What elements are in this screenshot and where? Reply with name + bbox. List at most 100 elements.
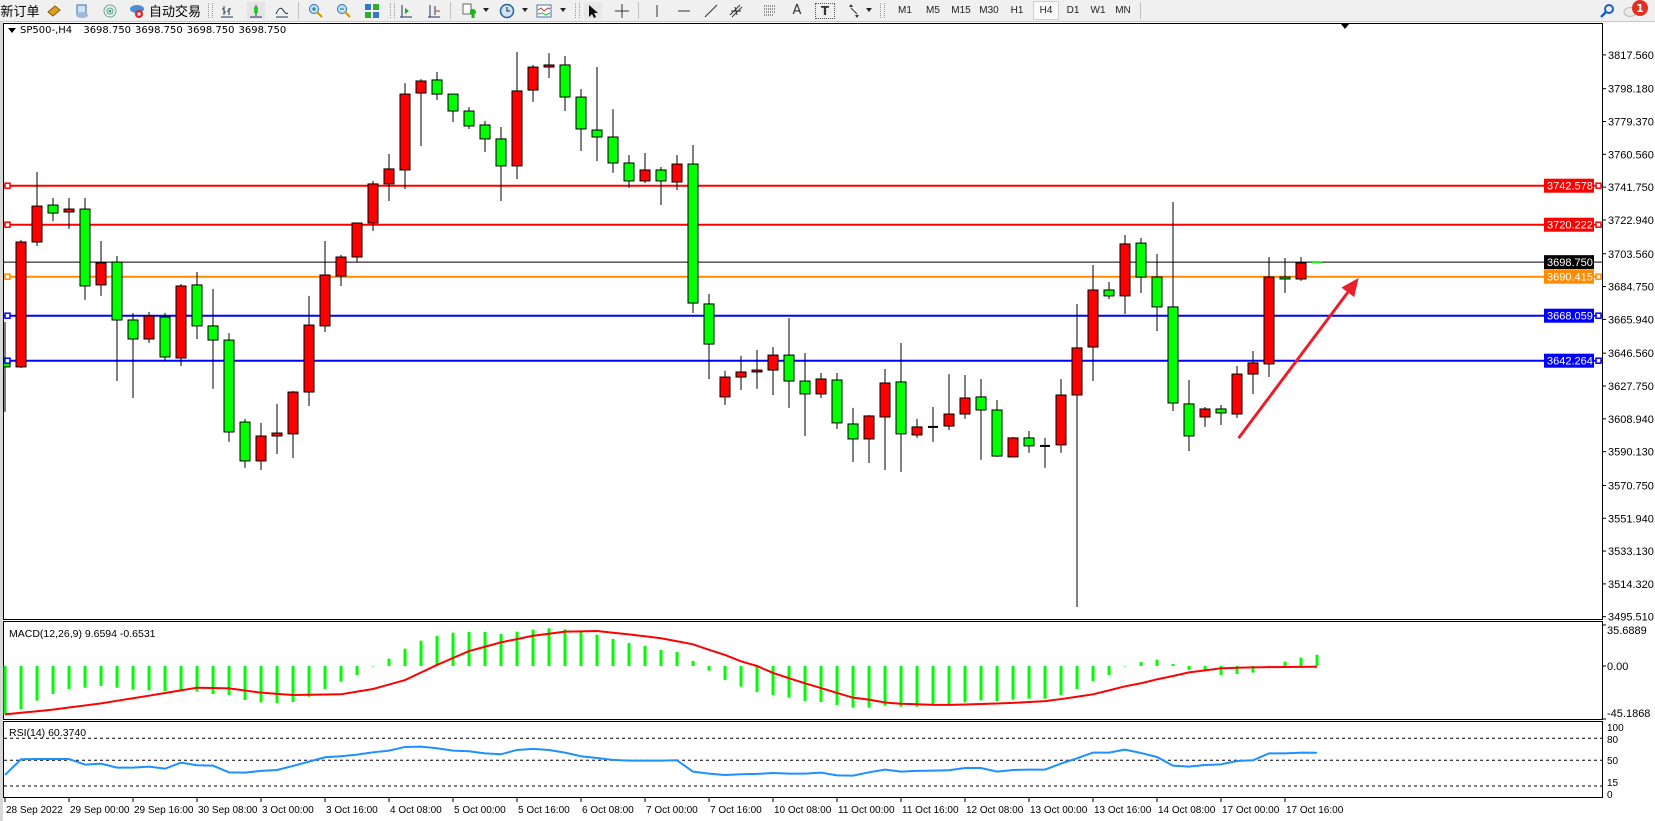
timeframe-m5[interactable]: M5 <box>926 5 940 16</box>
level-anchor-left[interactable] <box>4 312 11 319</box>
macd-histogram-bar <box>643 646 647 666</box>
vertical-line-icon[interactable] <box>648 2 666 19</box>
macd-histogram-bar <box>627 643 631 666</box>
level-anchor-left[interactable] <box>4 273 11 280</box>
arrow-annotation[interactable] <box>1237 277 1359 439</box>
toolbar-grip[interactable] <box>575 3 580 18</box>
arrows-dropdown[interactable] <box>866 8 872 12</box>
toolbar-grip[interactable] <box>880 3 885 18</box>
notification-badge[interactable]: 1 <box>1632 0 1648 16</box>
candle <box>543 53 555 79</box>
level-price-tag <box>1544 308 1594 323</box>
candle-body <box>719 376 731 398</box>
templates-dropdown[interactable] <box>560 8 566 12</box>
text-label-icon[interactable]: T <box>815 3 835 19</box>
timeframe-m15[interactable]: M15 <box>951 5 971 16</box>
crosshair-icon[interactable] <box>613 2 631 19</box>
time-axis-label: 10 Oct 08:00 <box>774 805 832 816</box>
level-price-label: 3668.059 <box>1547 311 1593 323</box>
macd-histogram-bar <box>131 666 135 690</box>
zoom-in-icon[interactable] <box>307 2 325 19</box>
level-anchor-right[interactable] <box>1595 221 1602 228</box>
horizontal-line-icon[interactable] <box>675 2 693 19</box>
chart-shift-icon[interactable] <box>425 2 443 19</box>
zoom-out-icon[interactable] <box>335 2 353 19</box>
chart-shift-marker[interactable] <box>1341 24 1349 29</box>
timeframe-m1[interactable]: M1 <box>898 5 912 16</box>
candle <box>319 240 331 333</box>
bar-chart-icon[interactable] <box>218 2 236 19</box>
level-anchor-right[interactable] <box>1595 357 1602 364</box>
macd-histogram-bar <box>1107 666 1111 676</box>
macd-histogram-bar <box>195 666 199 692</box>
candle <box>335 254 347 286</box>
candle <box>255 422 267 471</box>
cursor-icon[interactable] <box>584 2 602 19</box>
candle-body <box>191 284 203 327</box>
candle-body <box>1135 242 1147 278</box>
timeframe-d1[interactable]: D1 <box>1066 5 1080 16</box>
candle <box>751 349 763 389</box>
candle-body <box>159 316 171 358</box>
candle <box>95 240 107 296</box>
timeframe-mn[interactable]: MN <box>1115 5 1131 16</box>
candlestick-icon[interactable] <box>247 2 265 19</box>
time-axis-label: 29 Sep 00:00 <box>70 805 130 816</box>
line-chart-icon[interactable] <box>273 2 291 19</box>
equidistant-channel-icon[interactable] <box>728 2 746 19</box>
timeframe-m30[interactable]: M30 <box>979 5 999 16</box>
navigator-icon[interactable] <box>73 2 91 19</box>
signals-icon[interactable] <box>101 2 119 19</box>
timeframe-w1[interactable]: W1 <box>1090 5 1106 16</box>
periods-icon[interactable] <box>498 2 516 19</box>
level-anchor-left[interactable] <box>4 357 11 364</box>
text-icon[interactable]: A <box>792 3 802 18</box>
macd-histogram-bar <box>787 666 791 698</box>
level-anchor-right[interactable] <box>1595 182 1602 189</box>
market-watch-icon[interactable] <box>45 2 63 19</box>
time-axis-label: 6 Oct 08:00 <box>582 805 634 816</box>
auto-scroll-icon[interactable] <box>397 2 415 19</box>
periods-dropdown[interactable] <box>522 8 528 12</box>
macd-histogram-bar <box>275 666 279 704</box>
search-icon[interactable] <box>1598 2 1616 19</box>
candle-body <box>1263 276 1275 365</box>
timeframe-h1[interactable]: H1 <box>1010 5 1024 16</box>
macd-histogram-bar <box>1299 657 1303 666</box>
rsi-indicator <box>4 737 1602 787</box>
level-anchor-right[interactable] <box>1595 273 1602 280</box>
chart-menu-triangle-icon[interactable] <box>8 28 16 33</box>
auto-trading-icon[interactable] <box>128 2 146 19</box>
timeframe-h4[interactable]: H4 <box>1033 1 1059 20</box>
candle-body <box>1247 362 1259 375</box>
new-order-button[interactable]: 新订单 <box>0 5 40 20</box>
trend-line-icon[interactable] <box>702 2 720 19</box>
candle <box>399 83 411 189</box>
candle-body <box>175 285 187 359</box>
candle-body <box>47 204 59 214</box>
toolbar-grip[interactable] <box>208 3 213 18</box>
price-axis-label: 3741.750 <box>1608 182 1654 194</box>
level-anchor-right[interactable] <box>1595 312 1602 319</box>
candle <box>79 198 91 300</box>
auto-trading-button[interactable]: 自动交易 <box>149 5 202 20</box>
candle <box>191 272 203 340</box>
candle <box>63 198 75 229</box>
indicators-icon[interactable] <box>460 2 478 19</box>
candle-body <box>1295 262 1307 280</box>
price-axis-label: 3646.560 <box>1608 348 1654 360</box>
level-anchor-left[interactable] <box>4 221 11 228</box>
candle <box>639 153 651 184</box>
level-anchor-left[interactable] <box>4 182 11 189</box>
indicators-dropdown[interactable] <box>483 8 489 12</box>
fibonacci-icon[interactable] <box>762 2 780 19</box>
macd-histogram-bar <box>819 666 823 702</box>
toolbar-grip[interactable] <box>390 3 395 18</box>
arrows-icon[interactable] <box>845 2 863 19</box>
macd-histogram-bar <box>115 666 119 688</box>
templates-icon[interactable] <box>535 2 553 19</box>
macd-histogram-bar <box>451 632 455 666</box>
tile-windows-icon[interactable] <box>363 2 381 19</box>
candle <box>767 347 779 396</box>
